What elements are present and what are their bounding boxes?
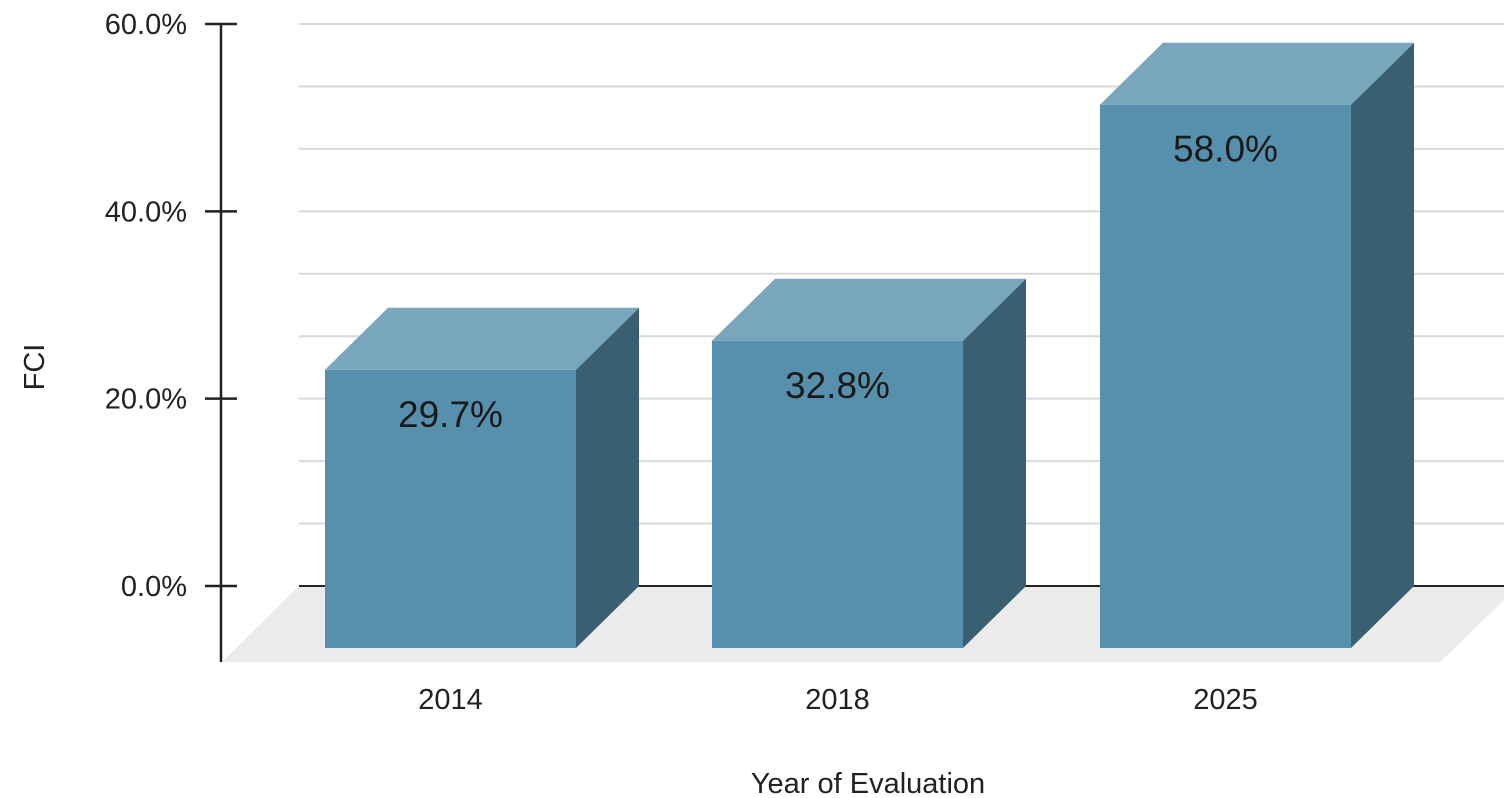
- x-tick-label: 2025: [1193, 684, 1258, 716]
- bar-side: [1351, 42, 1414, 648]
- bar-side: [963, 278, 1026, 648]
- data-labels: 29.7% 32.8% 58.0%: [398, 129, 1278, 435]
- y-axis: 0.0% 20.0% 40.0% 60.0%: [105, 9, 237, 662]
- bar-front: [712, 340, 963, 648]
- bar-front: [325, 369, 576, 648]
- y-tick-label: 20.0%: [105, 384, 187, 416]
- data-label: 58.0%: [1173, 129, 1278, 170]
- bar-top: [325, 307, 639, 370]
- bar-front: [1100, 104, 1351, 648]
- data-label: 29.7%: [398, 394, 503, 435]
- x-tick-label: 2014: [418, 684, 483, 716]
- y-tick-label: 60.0%: [105, 9, 187, 41]
- y-tick-label: 40.0%: [105, 196, 187, 228]
- x-tick-label: 2018: [805, 684, 870, 716]
- bar-side: [576, 307, 639, 648]
- x-axis: 2014 2018 2025: [418, 684, 1258, 716]
- y-axis-title: FCI: [19, 344, 51, 391]
- bar-top: [712, 278, 1026, 341]
- x-axis-title: Year of Evaluation: [751, 768, 985, 798]
- bar-2014: [325, 307, 639, 648]
- bars: [325, 42, 1414, 648]
- bar-2025: [1100, 42, 1414, 648]
- bar-top: [1100, 42, 1414, 105]
- data-label: 32.8%: [785, 365, 890, 406]
- y-tick-label: 0.0%: [121, 571, 187, 603]
- bar-2018: [712, 278, 1026, 648]
